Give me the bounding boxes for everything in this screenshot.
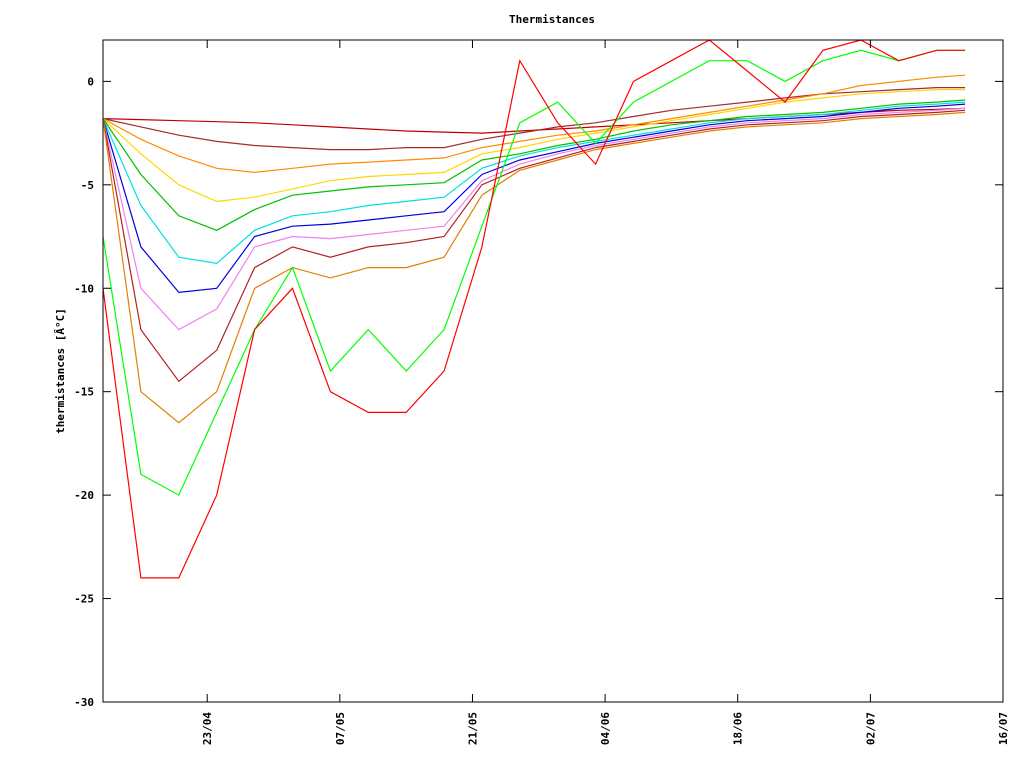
- x-tick-label: 21/05: [466, 712, 479, 745]
- y-tick-label: 0: [87, 75, 94, 88]
- y-tick-label: -25: [74, 593, 94, 606]
- series-line: [103, 103, 966, 294]
- x-tick-label: 02/07: [864, 712, 877, 745]
- x-tick-label: 18/06: [732, 712, 745, 745]
- series-line: [103, 99, 966, 231]
- series-line: [103, 109, 966, 383]
- series-line: [103, 107, 966, 331]
- plot-area: [103, 40, 966, 579]
- series-line: [103, 40, 966, 579]
- x-tick-label: 04/06: [599, 712, 612, 745]
- series-line: [103, 74, 966, 174]
- y-tick-label: -10: [74, 282, 94, 295]
- plot-frame: [102, 39, 1004, 703]
- y-axis-label: thermistances [Â°C]: [54, 308, 67, 434]
- series-line: [103, 107, 966, 134]
- series-line: [103, 101, 966, 265]
- series-line: [103, 111, 966, 424]
- x-tick-label: 07/05: [334, 712, 347, 745]
- x-tick-label: 23/04: [201, 712, 214, 745]
- y-tick-label: -30: [74, 696, 94, 709]
- y-tick-label: -15: [74, 386, 94, 399]
- chart-title: Thermistances: [509, 13, 595, 26]
- y-tick-label: -20: [74, 489, 94, 502]
- series-line: [103, 86, 966, 151]
- x-tick-label: 16/07: [997, 712, 1010, 745]
- y-tick-label: -5: [81, 179, 94, 192]
- series-line: [103, 88, 966, 203]
- series-line: [103, 49, 966, 496]
